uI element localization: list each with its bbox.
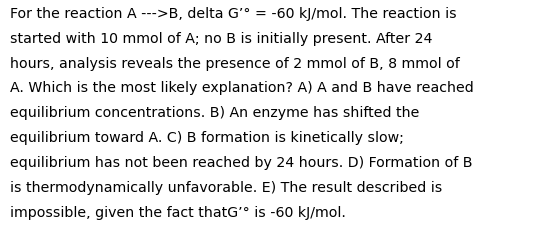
Text: hours, analysis reveals the presence of 2 mmol of B, 8 mmol of: hours, analysis reveals the presence of … xyxy=(10,56,460,70)
Text: equilibrium concentrations. B) An enzyme has shifted the: equilibrium concentrations. B) An enzyme… xyxy=(10,106,420,120)
Text: equilibrium toward A. C) B formation is kinetically slow;: equilibrium toward A. C) B formation is … xyxy=(10,131,404,144)
Text: A. Which is the most likely explanation? A) A and B have reached: A. Which is the most likely explanation?… xyxy=(10,81,474,95)
Text: impossible, given the fact thatG’° is -60 kJ/mol.: impossible, given the fact thatG’° is -6… xyxy=(10,205,346,219)
Text: For the reaction A --->B, delta G’° = -60 kJ/mol. The reaction is: For the reaction A --->B, delta G’° = -6… xyxy=(10,7,456,21)
Text: started with 10 mmol of A; no B is initially present. After 24: started with 10 mmol of A; no B is initi… xyxy=(10,32,432,46)
Text: is thermodynamically unfavorable. E) The result described is: is thermodynamically unfavorable. E) The… xyxy=(10,180,442,194)
Text: equilibrium has not been reached by 24 hours. D) Formation of B: equilibrium has not been reached by 24 h… xyxy=(10,155,473,169)
